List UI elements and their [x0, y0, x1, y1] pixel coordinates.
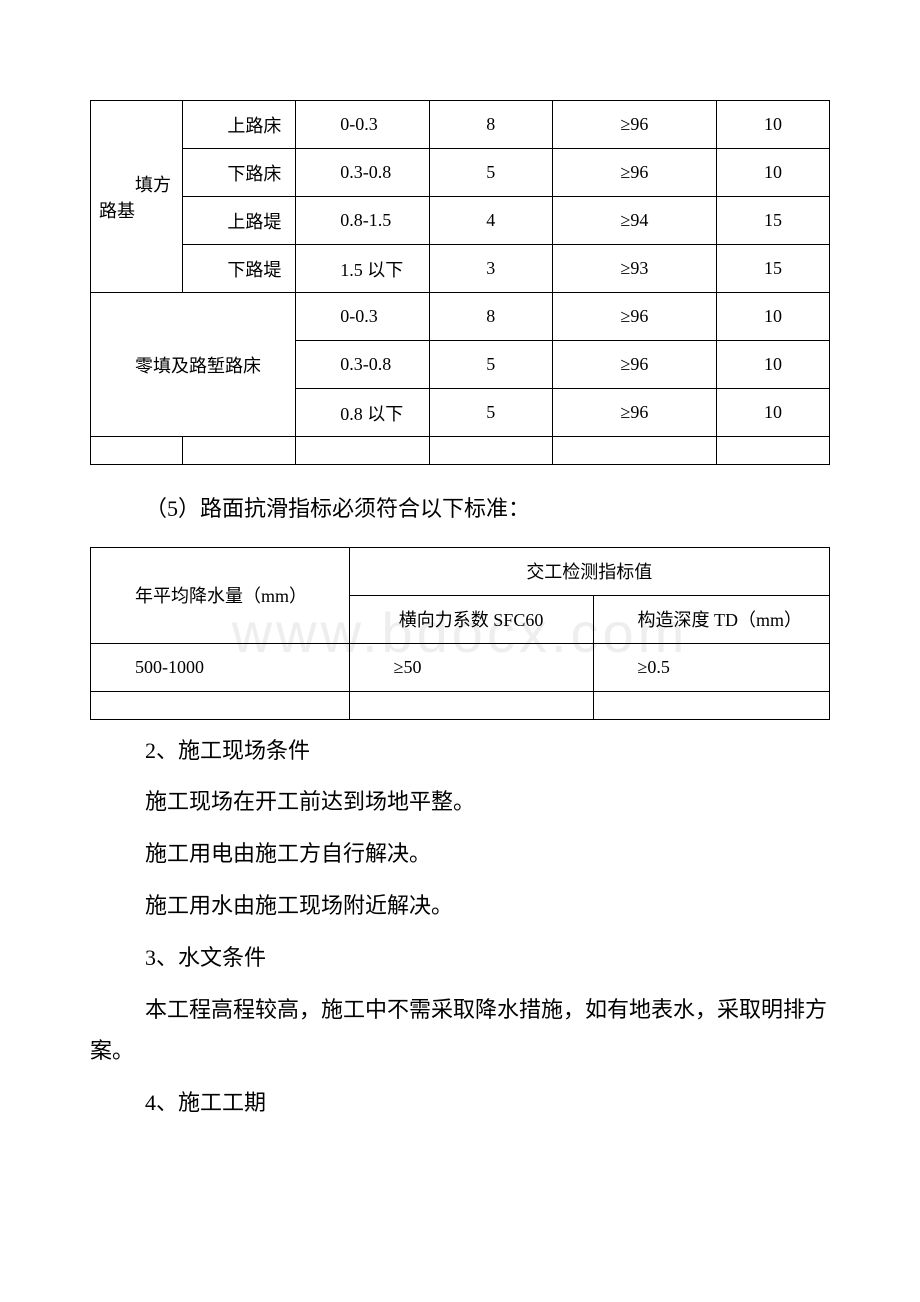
- cell: 上路床: [183, 101, 296, 149]
- cell: 0.3-0.8: [296, 149, 429, 197]
- body-paragraph: 施工用电由施工方自行解决。: [90, 833, 830, 875]
- table-row: [91, 437, 830, 465]
- cell: 0.3-0.8: [296, 341, 429, 389]
- body-paragraph: 施工现场在开工前达到场地平整。: [90, 781, 830, 823]
- cell: 1.5 以下: [296, 245, 429, 293]
- section-heading-5: （5）路面抗滑指标必须符合以下标准：: [90, 489, 830, 529]
- cell: 10: [717, 341, 830, 389]
- cell: [91, 437, 183, 465]
- cell: 10: [717, 149, 830, 197]
- cell: 0.8-1.5: [296, 197, 429, 245]
- body-paragraph: 施工用水由施工现场附近解决。: [90, 885, 830, 927]
- cell: 5: [429, 149, 552, 197]
- table-row: 零填及路堑路床 0-0.3 8 ≥96 10: [91, 293, 830, 341]
- section-3-title: 3、水文条件: [90, 937, 830, 979]
- cell: ≥93: [552, 245, 716, 293]
- section-2-title: 2、施工现场条件: [90, 730, 830, 772]
- header-cell: 年平均降水量（mm）: [91, 547, 350, 643]
- header-cell: 横向力系数 SFC60: [349, 595, 593, 643]
- cell: [349, 691, 593, 719]
- cell: ≥96: [552, 101, 716, 149]
- cell: 10: [717, 293, 830, 341]
- cell: [296, 437, 429, 465]
- cell: [593, 691, 830, 719]
- table-row: 上路堤 0.8-1.5 4 ≥94 15: [91, 197, 830, 245]
- cell: 10: [717, 389, 830, 437]
- cell: 10: [717, 101, 830, 149]
- cell: ≥0.5: [593, 643, 830, 691]
- cell: [183, 437, 296, 465]
- anti-skid-standards-table: 年平均降水量（mm） 交工检测指标值 横向力系数 SFC60 构造深度 TD（m…: [90, 547, 830, 720]
- cell: 500-1000: [91, 643, 350, 691]
- cell: 8: [429, 293, 552, 341]
- section-4-title: 4、施工工期: [90, 1082, 830, 1124]
- group-label: 零填及路堑路床: [91, 293, 296, 437]
- cell: 上路堤: [183, 197, 296, 245]
- cell: 4: [429, 197, 552, 245]
- table-row: 填方路基 上路床 0-0.3 8 ≥96 10: [91, 101, 830, 149]
- cell: [91, 691, 350, 719]
- cell: ≥96: [552, 293, 716, 341]
- table-row: 500-1000 ≥50 ≥0.5: [91, 643, 830, 691]
- cell: ≥96: [552, 341, 716, 389]
- group-label: 填方路基: [91, 101, 183, 293]
- cell: 15: [717, 197, 830, 245]
- cell: [552, 437, 716, 465]
- cell: [429, 437, 552, 465]
- cell: 5: [429, 389, 552, 437]
- header-cell: 构造深度 TD（mm）: [593, 595, 830, 643]
- document-content: 填方路基 上路床 0-0.3 8 ≥96 10 下路床 0.3-0.8 5 ≥9…: [90, 100, 830, 1124]
- cell: 3: [429, 245, 552, 293]
- cell: 下路堤: [183, 245, 296, 293]
- table-row: 年平均降水量（mm） 交工检测指标值: [91, 547, 830, 595]
- cell: 8: [429, 101, 552, 149]
- cell: ≥96: [552, 149, 716, 197]
- table-row: [91, 691, 830, 719]
- table-row: 下路堤 1.5 以下 3 ≥93 15: [91, 245, 830, 293]
- compaction-standards-table: 填方路基 上路床 0-0.3 8 ≥96 10 下路床 0.3-0.8 5 ≥9…: [90, 100, 830, 465]
- cell: 0-0.3: [296, 293, 429, 341]
- cell: 0-0.3: [296, 101, 429, 149]
- cell: [717, 437, 830, 465]
- body-paragraph: 本工程高程较高，施工中不需采取降水措施，如有地表水，采取明排方案。: [90, 989, 830, 1073]
- header-cell: 交工检测指标值: [349, 547, 829, 595]
- table-row: 下路床 0.3-0.8 5 ≥96 10: [91, 149, 830, 197]
- cell: 下路床: [183, 149, 296, 197]
- cell: ≥96: [552, 389, 716, 437]
- cell: 15: [717, 245, 830, 293]
- cell: 5: [429, 341, 552, 389]
- cell: 0.8 以下: [296, 389, 429, 437]
- cell: ≥94: [552, 197, 716, 245]
- cell: ≥50: [349, 643, 593, 691]
